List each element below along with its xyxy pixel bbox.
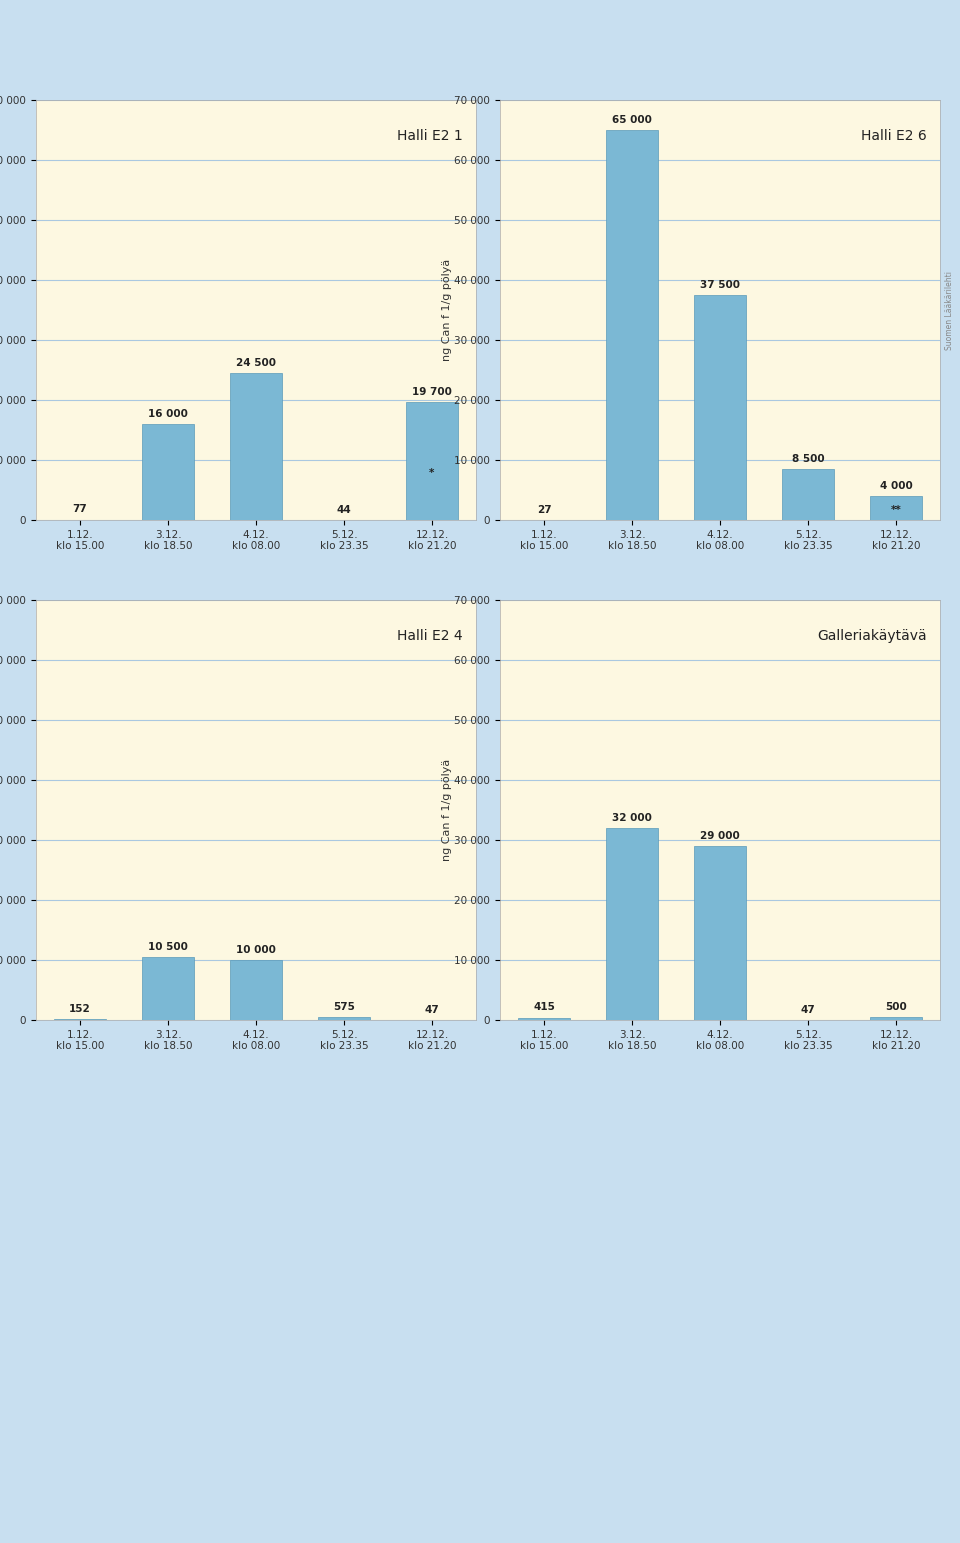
Text: 77: 77 [73,505,87,514]
Text: 44: 44 [337,505,351,515]
Text: *: * [429,468,435,478]
Bar [870,495,923,520]
Text: 10 000: 10 000 [236,944,276,955]
Bar [606,829,659,1020]
Text: 10 500: 10 500 [148,941,188,952]
Text: 27: 27 [537,505,551,515]
Bar [229,373,282,520]
Text: 19 700: 19 700 [412,387,452,397]
Bar [318,1017,371,1020]
Bar [870,1017,923,1020]
Text: 415: 415 [533,1003,555,1012]
Text: Galleriakäytävä: Galleriakäytävä [817,630,926,643]
Bar [406,401,459,520]
Bar [694,295,747,520]
Y-axis label: ng Can f 1/g pölyä: ng Can f 1/g pölyä [442,259,451,361]
Text: 4 000: 4 000 [879,481,912,491]
Text: Halli E2 6: Halli E2 6 [861,130,926,143]
Text: 152: 152 [69,1004,91,1014]
Y-axis label: ng Can f 1/g pölyä: ng Can f 1/g pölyä [442,759,451,861]
Text: 24 500: 24 500 [236,358,276,367]
Text: **: ** [891,506,901,515]
Text: 16 000: 16 000 [148,409,188,420]
Text: 575: 575 [333,1001,355,1012]
Text: 47: 47 [424,1004,440,1015]
Text: 29 000: 29 000 [700,832,740,841]
Text: 500: 500 [885,1001,907,1012]
Bar [781,469,834,520]
Bar [229,960,282,1020]
Bar [142,957,194,1020]
Text: Halli E2 1: Halli E2 1 [397,130,463,143]
Text: 65 000: 65 000 [612,116,652,125]
Text: 32 000: 32 000 [612,813,652,822]
Text: 47: 47 [801,1004,815,1015]
Bar [142,424,194,520]
Text: 8 500: 8 500 [792,454,825,464]
Bar [606,130,659,520]
Bar [517,1017,570,1020]
Text: Suomen Lääkärilehti: Suomen Lääkärilehti [945,270,954,350]
Bar [694,846,747,1020]
Text: Halli E2 4: Halli E2 4 [397,630,463,643]
Text: 37 500: 37 500 [700,279,740,290]
